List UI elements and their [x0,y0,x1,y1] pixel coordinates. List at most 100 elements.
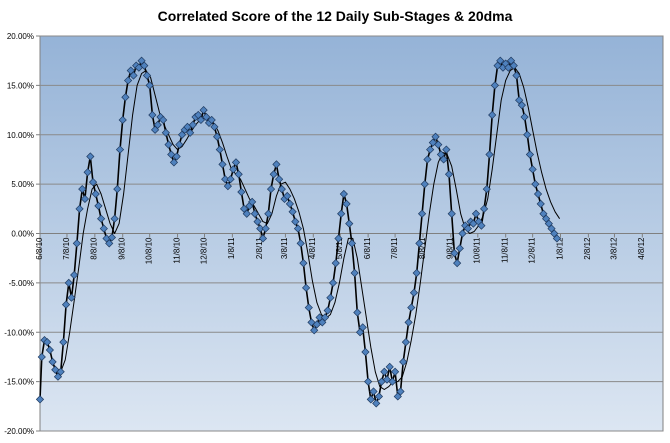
data-point [121,93,130,102]
data-point [97,214,106,223]
data-point [59,338,68,347]
data-point [283,191,292,201]
data-point [107,233,117,242]
data-point [458,229,467,238]
data-point [83,168,92,177]
data-point [455,244,464,253]
data-point [450,249,459,258]
y-tick-label: -15.00% [4,378,34,387]
data-point [463,224,473,233]
data-point [264,209,273,218]
data-point [353,308,362,317]
data-point [434,140,443,149]
data-point [372,399,381,408]
x-tick-label: 1/8/12 [555,237,564,260]
data-point [385,362,394,371]
x-tick-label: 4/8/11 [308,237,317,259]
x-tick-label: 10/8/10 [144,237,153,264]
data-point [520,112,529,122]
data-point [366,395,375,404]
data-point [296,239,305,248]
data-point [218,160,227,169]
data-point [358,323,367,332]
x-tick-label: 12/8/11 [527,237,536,264]
data-point [374,392,384,401]
data-point [124,76,133,85]
data-point [531,180,540,189]
data-point [404,318,413,327]
x-tick-label: 7/8/11 [390,237,399,259]
y-tick-label: -10.00% [4,328,34,337]
data-point [172,152,181,161]
data-point [75,204,84,213]
data-point [51,365,60,374]
data-point [285,199,295,208]
x-tick-label: 9/8/10 [118,237,127,260]
chart-title: Correlated Score of the 12 Daily Sub-Sta… [158,8,513,24]
data-point [148,110,157,120]
data-point [45,345,54,355]
data-point [361,347,370,357]
data-point [269,170,278,179]
data-point [517,101,526,110]
data-point [482,184,491,194]
data-point [105,239,114,248]
x-tick-label: 6/8/11 [363,237,372,259]
data-point [256,224,265,233]
data-point [412,268,421,278]
data-point [471,209,481,218]
series-layer [35,56,562,408]
x-axis: 6/8/10 7/8/10 8/8/10 9/8/10 10/8/10 11/8/10 12… [35,233,663,264]
data-point [409,288,419,297]
data-point [396,387,405,396]
x-tick-label: 8/8/10 [90,237,99,260]
data-point [399,357,408,366]
data-point [80,194,90,204]
data-point [35,395,45,404]
x-tick-label: 11/8/10 [172,237,181,264]
data-point [202,112,211,122]
data-point [64,278,73,287]
data-point [331,259,340,268]
data-point [477,221,486,230]
data-point [299,259,308,268]
data-point [334,234,343,243]
y-tick-label: 5.00% [11,180,34,189]
data-point [248,197,257,206]
data-point [288,207,297,216]
data-point [388,377,397,386]
data-point [417,209,427,218]
data-point [196,115,206,125]
x-tick-label: 3/8/12 [609,237,618,260]
data-point [223,182,232,191]
data-point [215,145,224,154]
data-point [552,234,562,243]
data-point [153,120,162,129]
data-point [275,175,284,184]
data-point [94,201,103,210]
data-point [253,217,262,226]
data-point [229,165,238,174]
y-tick-label: -5.00% [9,279,34,288]
data-point [231,158,241,167]
x-tick-label: 10/8/11 [473,237,482,264]
data-point [67,293,76,302]
data-point [342,199,351,208]
data-point [72,239,81,248]
data-point [323,306,332,315]
y-tick-label: 0.00% [11,230,34,239]
data-point [175,140,184,149]
data-point [199,105,208,115]
y-tick-label: -20.00% [4,427,34,436]
x-tick-label: 9/8/11 [446,237,455,259]
data-point [291,217,300,226]
data-point [369,387,378,396]
x-tick-label: 4/8/12 [637,237,646,260]
data-point [115,145,125,154]
data-point [391,367,400,376]
data-point [339,189,348,199]
data-point [207,115,216,125]
data-point [293,224,303,233]
x-tick-label: 5/8/11 [335,237,344,259]
